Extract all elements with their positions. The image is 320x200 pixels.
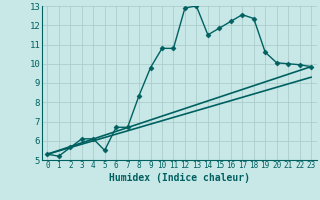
X-axis label: Humidex (Indice chaleur): Humidex (Indice chaleur): [109, 173, 250, 183]
